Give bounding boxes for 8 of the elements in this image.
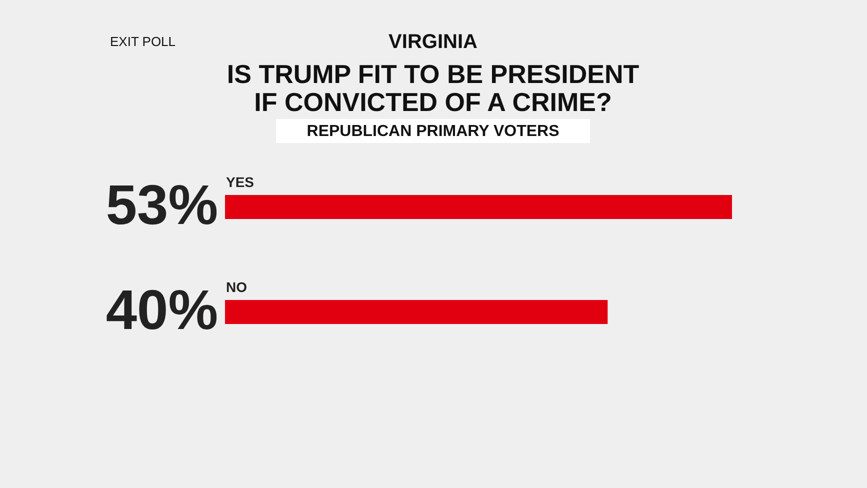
chart-subtitle: REPUBLICAN PRIMARY VOTERS <box>306 123 560 140</box>
text: VIRGINIA <box>388 31 478 53</box>
data-label: 53% <box>106 173 218 236</box>
data-label: 40% <box>106 278 218 341</box>
chart-title: IS TRUMP FIT TO BE PRESIDENT IF CONVICTED OF A CRIME? <box>226 59 640 117</box>
y-tick-label: YES <box>226 174 254 190</box>
text: EXIT POLL <box>110 34 176 49</box>
y-tick-label: NO <box>226 279 248 295</box>
